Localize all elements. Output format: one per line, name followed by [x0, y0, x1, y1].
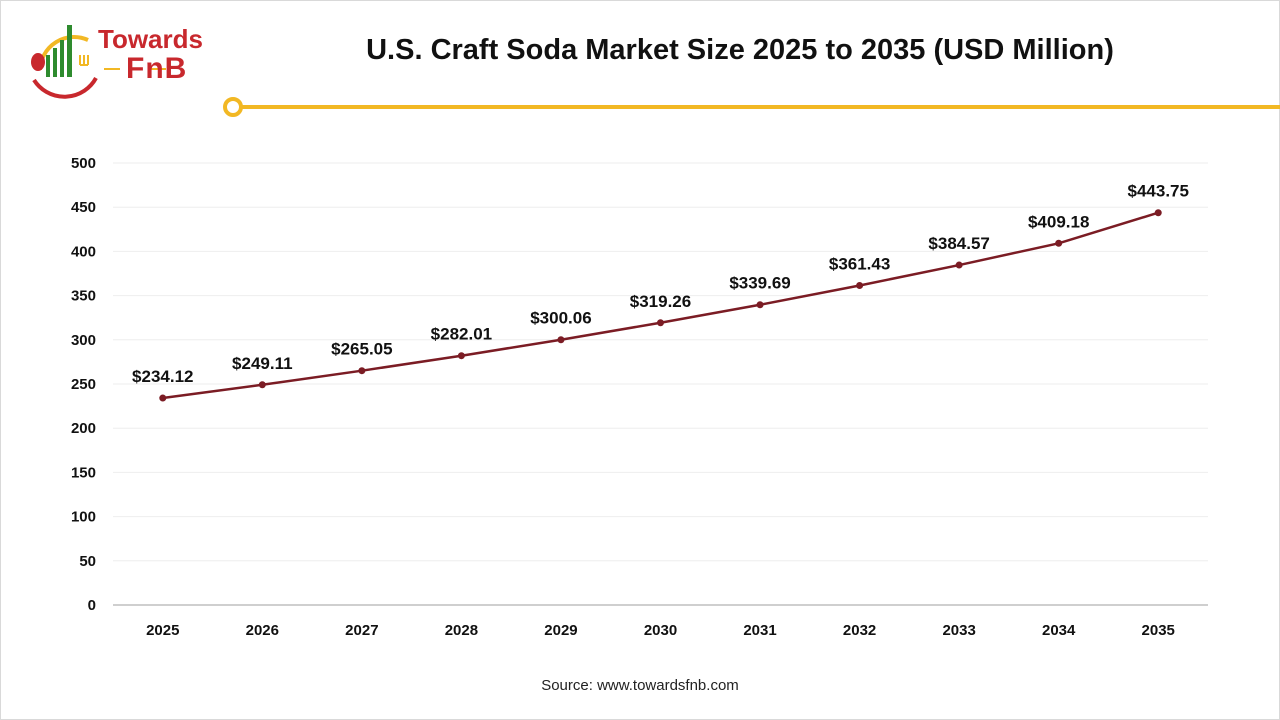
- logo-subtext: FnB: [126, 52, 188, 85]
- data-label: $234.12: [132, 367, 193, 386]
- data-label: $249.11: [232, 354, 293, 373]
- data-point: [159, 394, 167, 402]
- x-tick-label: 2035: [1142, 622, 1175, 639]
- data-point: [657, 319, 664, 327]
- x-tick-label: 2030: [644, 622, 677, 639]
- data-label: $339.69: [729, 274, 790, 293]
- y-tick-label: 50: [79, 553, 96, 570]
- y-tick-label: 250: [71, 376, 96, 393]
- y-tick-label: 400: [71, 243, 96, 260]
- x-tick-label: 2033: [942, 622, 975, 639]
- data-point: [358, 367, 366, 375]
- y-tick-label: 0: [88, 597, 96, 614]
- source-note: Source: www.towardsfnb.com: [541, 677, 739, 694]
- x-tick-label: 2034: [1042, 622, 1076, 639]
- data-point: [258, 381, 266, 389]
- data-point: [1154, 209, 1162, 217]
- data-label: $300.06: [530, 309, 591, 328]
- data-point: [557, 336, 565, 344]
- data-point: [457, 352, 465, 360]
- data-label: $319.26: [630, 292, 691, 311]
- data-label: $443.75: [1128, 182, 1189, 201]
- data-label: $384.57: [928, 234, 989, 253]
- y-tick-label: 350: [71, 288, 96, 305]
- logo-icon: [31, 25, 166, 99]
- x-tick-label: 2025: [146, 622, 179, 639]
- y-tick-label: 100: [71, 509, 96, 526]
- logo-text: Towards: [98, 24, 203, 54]
- header-divider: [223, 97, 1280, 117]
- x-tick-label: 2026: [246, 622, 279, 639]
- y-tick-label: 300: [71, 332, 96, 349]
- data-label: $409.18: [1028, 212, 1089, 231]
- y-tick-label: 200: [71, 420, 96, 437]
- x-tick-label: 2031: [743, 622, 776, 639]
- data-label: $265.05: [331, 340, 392, 359]
- chart-title: U.S. Craft Soda Market Size 2025 to 2035…: [366, 34, 1114, 66]
- y-tick-label: 150: [71, 464, 96, 481]
- data-point: [1055, 239, 1063, 247]
- y-tick-label: 500: [71, 155, 96, 172]
- x-tick-label: 2029: [544, 622, 577, 639]
- data-point: [955, 261, 963, 269]
- data-label: $361.43: [829, 254, 890, 273]
- data-point: [856, 281, 864, 289]
- data-label: $282.01: [431, 325, 492, 344]
- x-tick-label: 2027: [345, 622, 378, 639]
- data-point: [756, 301, 764, 309]
- y-tick-label: 450: [71, 199, 96, 216]
- x-tick-label: 2028: [445, 622, 478, 639]
- x-tick-label: 2032: [843, 622, 876, 639]
